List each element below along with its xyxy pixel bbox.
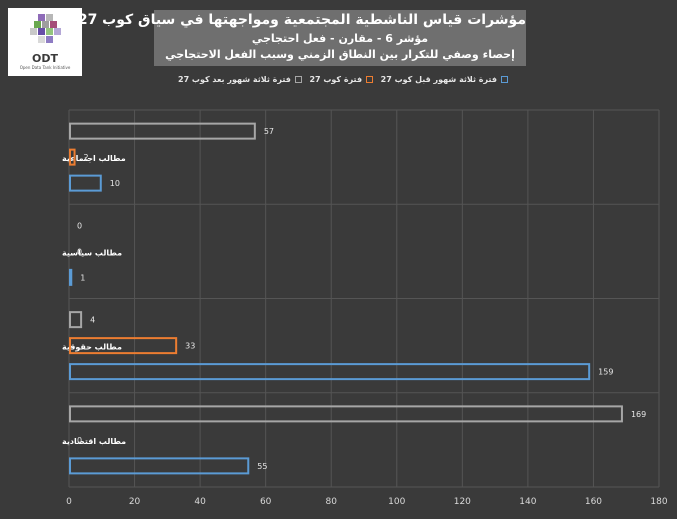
chart-subtitle-1: مؤشر 6 - مقارن - فعل احتجاجي [251,32,429,45]
x-tick-label: 140 [519,497,536,507]
x-tick-label: 80 [325,497,337,507]
data-label: 1 [80,273,85,282]
bar [69,457,250,475]
data-label: 10 [110,179,120,188]
logo-subtitle: Open Data Tank Initiative [19,65,71,70]
x-tick-label: 40 [194,497,206,507]
data-label: 57 [264,127,274,136]
bar [69,122,256,140]
legend-swatch-cop [366,75,374,83]
category-label: مطالب سياسية [62,248,122,257]
x-tick-label: 0 [66,497,72,507]
bar [69,337,178,355]
chart-legend: فترة ثلاثة شهور قبل كوب 27 فترة كوب 27 ف… [178,72,508,86]
x-tick-label: 20 [129,497,141,507]
bar [69,405,623,423]
x-tick-label: 160 [585,497,602,507]
legend-item-after: فترة ثلاثة شهور بعد كوب 27 [178,75,302,84]
legend-item-before: فترة ثلاثة شهور قبل كوب 27 [381,75,508,84]
x-tick-label: 180 [650,497,667,507]
chart-title: مؤشرات قياس الناشطية المجتمعية ومواجهتها… [77,12,526,28]
legend-item-cop: فترة كوب 27 [309,74,374,84]
data-label: 2 [84,153,89,162]
logo-text: ODT [32,52,58,65]
data-label: 0 [77,436,82,445]
legend-label-after: فترة ثلاثة شهور بعد كوب 27 [178,74,291,84]
bar [69,148,76,166]
data-label: 0 [77,221,82,230]
category-label: مطالب حقوقية [62,343,122,352]
data-label: 33 [185,342,195,351]
data-label: 169 [631,410,646,419]
data-label: 55 [257,462,267,471]
legend-label-cop: فترة كوب 27 [309,74,363,84]
category-label: مطالب اقتصادية [62,437,126,446]
legend-swatch-before [501,75,508,83]
category-label: مطالب اجتماعية [62,154,126,163]
legend-label-before: فترة ثلاثة شهور قبل كوب 27 [380,74,497,84]
data-label: 0 [77,247,82,256]
data-label: 159 [598,368,613,377]
x-tick-label: 100 [388,497,405,507]
logo-cubes-icon [30,14,61,43]
x-tick-label: 120 [454,497,471,507]
data-label: 4 [90,316,95,325]
x-tick-label: 60 [260,497,272,507]
bar [69,174,102,192]
chart-subtitle-2: إحصاء وصفي للتكرار بين النطاق الزمني وسب… [165,48,515,61]
legend-swatch-after [294,75,302,83]
odt-logo: ODT Open Data Tank Initiative [8,8,82,76]
chart-title-block: مؤشرات قياس الناشطية المجتمعية ومواجهتها… [77,10,526,66]
bar [69,363,591,381]
bar [69,311,83,329]
bar [69,268,73,286]
